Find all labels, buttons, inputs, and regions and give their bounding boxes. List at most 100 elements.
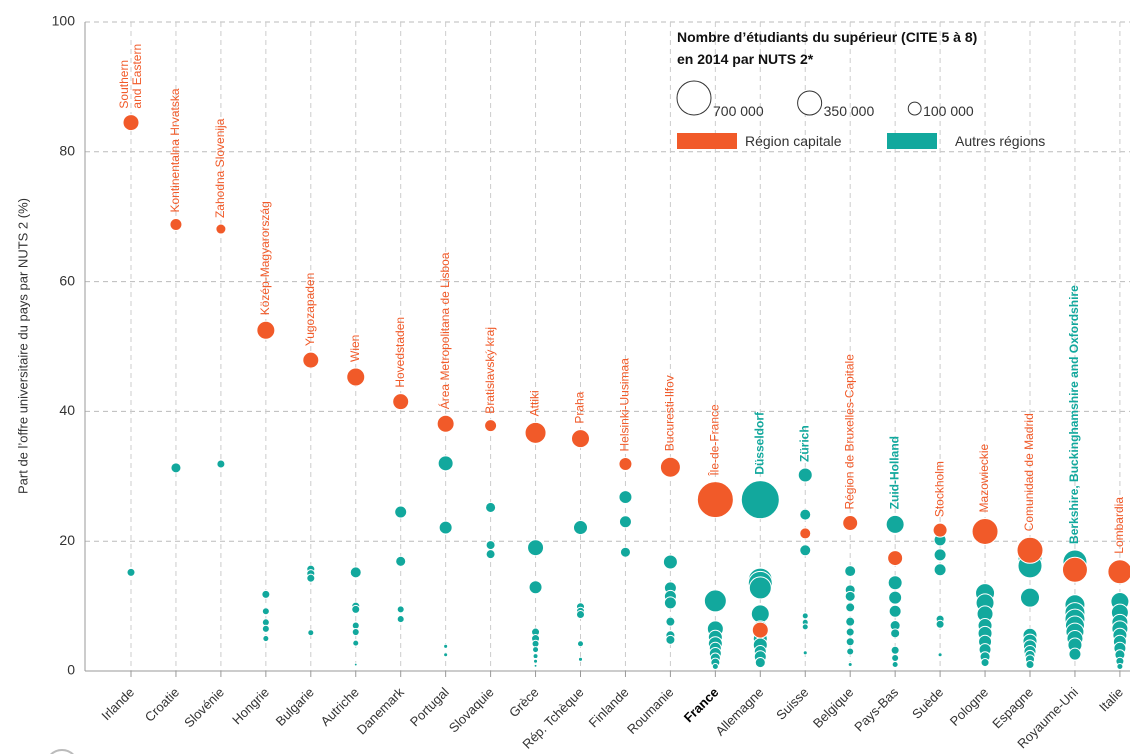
point-label: Région de Bruxelles-Capitale: [842, 354, 856, 510]
point-label: Berkshire, Buckinghamshire and Oxfordshi…: [1067, 285, 1081, 544]
legend-title: Nombre d’étudiants du supérieur (CITE 5 …: [677, 29, 977, 45]
point-label: Stockholm: [932, 461, 946, 517]
bubble: [799, 544, 812, 557]
x-tick-label: Slovaquie: [446, 685, 497, 736]
legend-size-circle: [797, 90, 823, 116]
point-label: Hovedstaden: [393, 317, 407, 388]
x-tick-label: Suède: [909, 685, 946, 722]
x-tick-label: Roumanie: [624, 685, 677, 738]
bubble: [703, 589, 727, 613]
point-label: Southernand Eastern: [117, 44, 144, 109]
bubble: [844, 590, 856, 602]
bubble: [572, 520, 589, 536]
x-tick-label: Suisse: [773, 685, 811, 723]
bubble: [533, 658, 539, 664]
bubble: [891, 660, 899, 669]
point-label: Zürich: [797, 425, 811, 462]
point-label: Düsseldorf: [752, 411, 766, 475]
bubble: [845, 616, 856, 627]
bubble: [528, 580, 543, 595]
legend-size-label: 700 000: [713, 103, 764, 119]
legend-swatch: [677, 133, 737, 149]
x-tick-label: Hongrie: [229, 685, 272, 728]
point-label: Zahodna Slovenija: [213, 118, 227, 218]
bubble: [933, 548, 947, 562]
bubble: [751, 621, 769, 639]
x-tick-label: Irlande: [98, 685, 137, 724]
bubble: [262, 635, 270, 643]
bubble: [888, 604, 902, 618]
bubble: [885, 514, 905, 534]
bubble: [571, 429, 590, 449]
bubble: [527, 539, 545, 557]
bubble: [485, 549, 496, 560]
point-label: Área Metropolitana de Lisboa: [437, 252, 452, 409]
legend-title: en 2014 par NUTS 2*: [677, 51, 814, 67]
bubble: [887, 550, 904, 567]
y-tick-label: 40: [59, 402, 75, 418]
bubble: [533, 663, 538, 668]
bubble: [618, 456, 633, 471]
bubble: [1016, 536, 1044, 564]
y-tick-label: 100: [52, 13, 76, 29]
point-label: Kontinentalna Hrvatska: [168, 88, 182, 212]
legend-size-label: 100 000: [923, 103, 974, 119]
bubble: [353, 662, 358, 667]
bubble: [532, 646, 540, 654]
bubble: [576, 640, 585, 648]
bubble: [395, 555, 407, 567]
bubble: [1116, 662, 1124, 670]
bubble: [352, 639, 360, 647]
bubble: [890, 628, 901, 639]
bubble: [1025, 659, 1035, 670]
bubble: [394, 505, 408, 519]
bubble: [126, 567, 136, 577]
y-tick-label: 20: [59, 532, 75, 548]
bubble: [801, 612, 809, 620]
bubble: [122, 114, 140, 132]
bubble: [261, 589, 271, 599]
bubble: [665, 634, 676, 645]
bubble: [438, 520, 453, 535]
bubble: [302, 351, 320, 369]
x-tick-label: France: [681, 685, 722, 726]
bubble: [740, 480, 780, 520]
x-tick-label: Grèce: [506, 685, 542, 721]
bubble: [748, 576, 772, 600]
bubble: [696, 481, 734, 519]
bubble: [532, 653, 539, 660]
bubble: [261, 624, 270, 633]
x-tick-label: Espagne: [989, 685, 1036, 732]
x-tick-label: Italie: [1096, 685, 1126, 715]
marks: Düsseldorf Zürich Zuid-Holland Berkshire, B…: [117, 44, 1130, 670]
point-label: Île-de-France: [707, 404, 722, 477]
bubble: [1019, 587, 1041, 608]
bubble: [846, 647, 855, 656]
bubble: [980, 658, 990, 668]
point-label: Mazowieckie: [977, 443, 991, 512]
bubble: [215, 223, 227, 235]
logo: [49, 749, 75, 754]
x-tick-label: Pays-Bas: [851, 684, 901, 734]
bubble: [662, 554, 678, 570]
bubble: [577, 656, 584, 662]
bubble: [750, 604, 770, 624]
bubble: [890, 645, 900, 655]
bubble: [261, 607, 270, 616]
bubble: [844, 565, 857, 578]
x-tick-label: Bulgarie: [273, 685, 317, 729]
point-label: Lombardia: [1112, 497, 1126, 554]
bubble: [847, 661, 853, 668]
point-label: Attiki: [528, 390, 542, 416]
bubble: [396, 605, 405, 614]
bubble: [485, 540, 496, 551]
bubble: [1107, 559, 1130, 585]
bubble: [932, 522, 948, 538]
bubble: [351, 604, 361, 614]
bubble: [933, 563, 947, 577]
bubble: [436, 414, 455, 433]
bubble: [170, 462, 182, 474]
point-label: Közép-Magyarország: [258, 201, 272, 315]
x-tick-label: Slovénie: [181, 685, 227, 731]
